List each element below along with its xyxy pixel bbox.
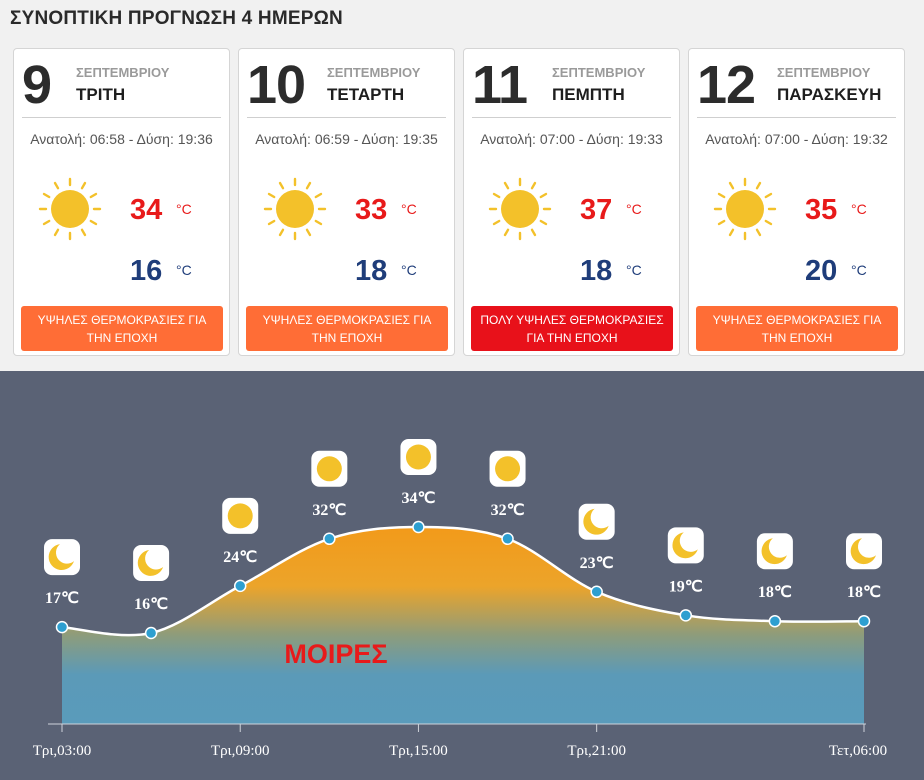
max-temperature: 37 [580, 194, 613, 226]
temperature-area [62, 527, 864, 724]
weekday-label: ΠΕΜΠΤΗ [552, 85, 625, 104]
moon-icon [756, 533, 793, 570]
day-card-0[interactable]: 9 ΣΕΠΤΕΜΒΡΙΟΥ ΤΡΙΤΗ Ανατολή: 06:58 - Δύσ… [13, 48, 230, 356]
max-temperature-unit: °C [401, 201, 417, 217]
temperature-line [61, 525, 865, 637]
sun-icon [222, 497, 259, 534]
sun-icon [713, 177, 777, 246]
x-tick-label: Τρι,21:00 [567, 743, 626, 759]
sunrise-sunset: Ανατολή: 06:58 - Δύση: 19:36 [30, 131, 213, 147]
data-point[interactable] [144, 626, 158, 640]
sun-icon [311, 450, 348, 487]
moon-icon [133, 545, 170, 581]
x-tick-label: Τρι,15:00 [389, 743, 448, 759]
data-point[interactable] [768, 614, 782, 628]
sun-icon [488, 177, 552, 246]
sun-icon [400, 439, 437, 475]
heat-warning-badge: ΥΨΗΛΕΣ ΘΕΡΜΟΚΡΑΣΙΕΣ ΓΙΑ ΤΗΝ ΕΠΟΧΗ [696, 306, 898, 351]
data-point[interactable] [679, 609, 693, 622]
data-point[interactable] [233, 579, 247, 593]
day-number: 10 [247, 55, 306, 115]
weekday-label: ΤΡΙΤΗ [76, 85, 126, 104]
day-card-1[interactable]: 10 ΣΕΠΤΕΜΒΡΙΟΥ ΤΕΤΑΡΤΗ Ανατολή: 06:59 - … [238, 48, 455, 356]
day-number: 12 [697, 55, 756, 115]
data-label: 18℃ [847, 584, 881, 601]
data-point[interactable] [55, 620, 69, 634]
data-point[interactable] [590, 585, 603, 599]
max-temperature: 34 [130, 194, 163, 226]
heat-warning-badge: ΠΟΛΥ ΥΨΗΛΕΣ ΘΕΡΜΟΚΡΑΣΙΕΣ ΓΙΑ ΤΗΝ ΕΠΟΧΗ [471, 306, 673, 351]
heat-warning-badge: ΥΨΗΛΕΣ ΘΕΡΜΟΚΡΑΣΙΕΣ ΓΙΑ ΤΗΝ ΕΠΟΧΗ [246, 306, 448, 351]
moon-icon [44, 539, 80, 576]
data-point[interactable] [412, 520, 425, 534]
data-point[interactable] [323, 532, 336, 546]
sun-icon [489, 450, 526, 487]
x-tick-label: Τρι,03:00 [33, 743, 92, 759]
x-tick-label: Τρι,09:00 [211, 743, 270, 759]
moon-icon [667, 527, 704, 564]
min-temperature-unit: °C [401, 262, 417, 278]
day-number: 11 [472, 55, 528, 115]
heat-warning-badge: ΥΨΗΛΕΣ ΘΕΡΜΟΚΡΑΣΙΕΣ ΓΙΑ ΤΗΝ ΕΠΟΧΗ [21, 306, 223, 351]
day-card-3[interactable]: 12 ΣΕΠΤΕΜΒΡΙΟΥ ΠΑΡΑΣΚΕΥΗ Ανατολή: 07:00 … [688, 48, 905, 356]
min-temperature: 18 [355, 255, 388, 287]
min-temperature: 20 [805, 255, 838, 287]
data-label: 17℃ [45, 590, 79, 607]
data-label: 32℃ [312, 502, 346, 519]
min-temperature-unit: °C [176, 262, 192, 278]
min-temperature-unit: °C [851, 262, 867, 278]
max-temperature: 33 [355, 194, 388, 226]
month-label: ΣΕΠΤΕΜΒΡΙΟΥ [552, 65, 646, 80]
moon-icon [578, 503, 615, 540]
divider [22, 117, 221, 118]
min-temperature: 18 [580, 255, 613, 287]
data-point[interactable] [857, 614, 871, 628]
divider [472, 117, 671, 118]
max-temperature: 35 [805, 194, 838, 226]
data-label: 19℃ [669, 578, 703, 595]
weekday-label: ΤΕΤΑΡΤΗ [327, 85, 405, 104]
sunrise-sunset: Ανατολή: 07:00 - Δύση: 19:32 [705, 131, 888, 147]
month-label: ΣΕΠΤΕΜΒΡΙΟΥ [76, 65, 170, 80]
data-label: 24℃ [223, 549, 257, 566]
day-card-2[interactable]: 11 ΣΕΠΤΕΜΒΡΙΟΥ ΠΕΜΠΤΗ Ανατολή: 07:00 - Δ… [463, 48, 680, 356]
max-temperature-unit: °C [851, 201, 867, 217]
hourly-temperature-chart: ΜΟΙΡΕΣ Τρι,03:00 Τρι,09:00 Τρι,15:00 Τρι,21:… [0, 371, 924, 780]
data-label: 16℃ [134, 596, 168, 613]
x-tick-label: Τετ,06:00 [829, 743, 887, 759]
month-label: ΣΕΠΤΕΜΒΡΙΟΥ [777, 65, 871, 80]
y-axis-label: ΜΟΙΡΕΣ [284, 639, 387, 669]
data-label: 34℃ [401, 490, 435, 507]
weekday-label: ΠΑΡΑΣΚΕΥΗ [777, 85, 882, 104]
data-label: 23℃ [580, 555, 614, 572]
data-label: 18℃ [758, 584, 792, 601]
min-temperature-unit: °C [626, 262, 642, 278]
sun-icon [38, 177, 102, 246]
min-temperature: 16 [130, 255, 163, 287]
data-point[interactable] [501, 532, 514, 546]
max-temperature-unit: °C [626, 201, 642, 217]
day-number: 9 [22, 55, 52, 115]
month-label: ΣΕΠΤΕΜΒΡΙΟΥ [327, 65, 421, 80]
data-label: 32℃ [491, 502, 525, 519]
page-title: ΣΥΝΟΠΤΙΚΗ ΠΡΟΓΝΩΣΗ 4 ΗΜΕΡΩΝ [10, 8, 343, 29]
divider [697, 117, 896, 118]
moon-icon [846, 533, 882, 570]
sunrise-sunset: Ανατολή: 07:00 - Δύση: 19:33 [480, 131, 663, 147]
sun-icon [263, 177, 327, 246]
chart-canvas: ΜΟΙΡΕΣ Τρι,03:00 Τρι,09:00 Τρι,15:00 Τρι,21:… [33, 439, 887, 759]
divider [247, 117, 446, 118]
sunrise-sunset: Ανατολή: 06:59 - Δύση: 19:35 [255, 131, 438, 147]
max-temperature-unit: °C [176, 201, 192, 217]
